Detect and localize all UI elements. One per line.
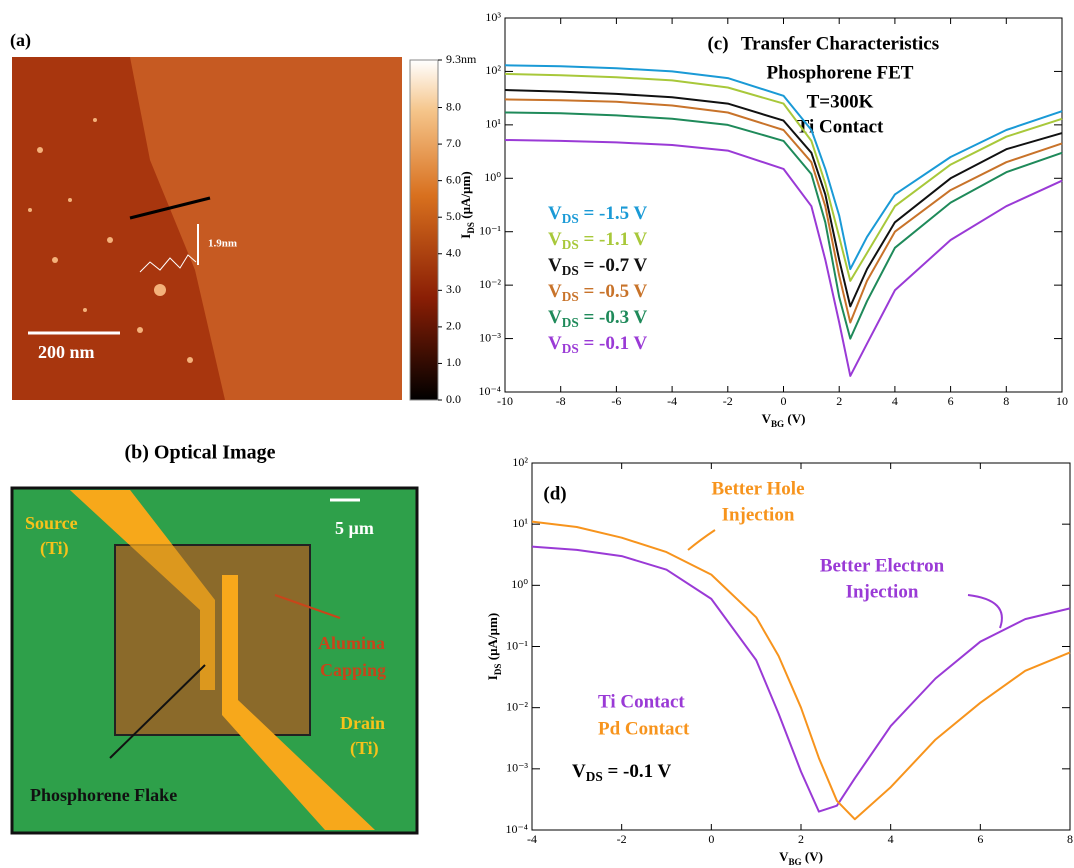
- x-tick-label: -2: [723, 394, 733, 408]
- capping-label: Capping: [320, 660, 386, 680]
- y-tick-label: 10¹: [512, 516, 528, 530]
- x-tick-label: 8: [1067, 832, 1073, 846]
- colorbar-tick-label: 0.0: [446, 392, 461, 406]
- annotation: Phosphorene FET: [767, 62, 914, 83]
- x-tick-label: -2: [617, 832, 627, 846]
- x-tick-label: -6: [611, 394, 621, 408]
- x-tick-label: 4: [892, 394, 898, 408]
- colorbar: [410, 60, 438, 400]
- x-tick-label: 8: [1003, 394, 1009, 408]
- y-tick-label: 10¹: [485, 117, 501, 131]
- scale-bar-label: 200 nm: [38, 342, 95, 362]
- source-label: Source: [25, 513, 78, 533]
- y-tick-label: 10⁻¹: [506, 638, 528, 652]
- colorbar-tick-label: 4.0: [446, 246, 461, 260]
- arrow: [968, 595, 1002, 628]
- figure: (a) 1.9nm 200 nm (b) Optical Image 5 µm …: [0, 0, 1074, 868]
- drain-label: Drain: [340, 713, 385, 733]
- legend-entry: VDS = -1.5 V: [548, 203, 648, 226]
- panel-label: (c): [707, 33, 728, 54]
- x-tick-label: -8: [556, 394, 566, 408]
- x-tick-label: -4: [667, 394, 677, 408]
- y-tick-label: 10⁻¹: [479, 223, 501, 237]
- y-tick-label: 10²: [485, 63, 501, 77]
- legend-entry: VDS = -0.5 V: [548, 281, 648, 304]
- colorbar-tick-label: 3.0: [446, 282, 461, 296]
- annotation: Transfer Characteristics: [741, 33, 939, 54]
- flake-label: Phosphorene Flake: [30, 785, 177, 805]
- x-tick-label: 2: [798, 832, 804, 846]
- x-axis-label: VBG (V): [779, 849, 823, 867]
- y-tick-label: 10⁰: [484, 170, 501, 184]
- x-tick-label: 0: [708, 832, 714, 846]
- x-tick-label: 6: [977, 832, 983, 846]
- colorbar-tick-label: 8.0: [446, 99, 461, 113]
- colorbar-tick-label: 1.0: [446, 355, 461, 369]
- source-label: (Ti): [40, 538, 69, 559]
- y-tick-label: 10⁻⁴: [478, 384, 501, 398]
- y-tick-label: 10⁻³: [479, 330, 501, 344]
- x-tick-label: 0: [781, 394, 787, 408]
- legend-entry: Pd Contact: [598, 718, 690, 739]
- colorbar-tick-label: 7.0: [446, 136, 461, 150]
- y-axis-label: IDS (µA/µm): [458, 171, 476, 238]
- y-tick-label: 10⁻⁴: [505, 822, 528, 836]
- x-axis-label: VBG (V): [762, 411, 806, 429]
- y-tick-label: 10⁻²: [479, 277, 501, 291]
- y-tick-label: 10⁰: [511, 577, 528, 591]
- legend-entry: VDS = -0.3 V: [548, 307, 648, 330]
- panel-title: (b) Optical Image: [124, 442, 275, 464]
- series-line: [505, 113, 1062, 339]
- legend-entry: VDS = -1.1 V: [548, 229, 648, 252]
- annotation: T=300K: [807, 91, 874, 112]
- y-axis-label: IDS (µA/µm): [485, 613, 503, 680]
- x-tick-label: 2: [836, 394, 842, 408]
- colorbar-tick-label: 2.0: [446, 319, 461, 333]
- legend-entry: Ti Contact: [598, 691, 685, 712]
- annotation: VDS = -0.1 V: [572, 761, 672, 784]
- drain-label: (Ti): [350, 738, 379, 759]
- colorbar-tick-label: 9.3nm: [446, 52, 477, 66]
- annotation: Better Electron: [820, 555, 945, 576]
- x-tick-label: 4: [888, 832, 894, 846]
- x-tick-label: -4: [527, 832, 537, 846]
- x-tick-label: 10: [1056, 394, 1068, 408]
- annotation: Injection: [722, 504, 795, 525]
- arrow: [688, 530, 715, 550]
- y-tick-label: 10³: [485, 10, 501, 24]
- annotation: Injection: [846, 581, 919, 602]
- step-height: 1.9nm: [208, 238, 237, 250]
- panel-label: (a): [10, 30, 31, 51]
- x-tick-label: 6: [948, 394, 954, 408]
- legend-entry: VDS = -0.1 V: [548, 333, 648, 356]
- y-tick-label: 10⁻³: [506, 761, 528, 775]
- y-tick-label: 10²: [512, 455, 528, 469]
- capping-label: Alumina: [318, 633, 385, 653]
- annotation: Better Hole: [711, 478, 804, 499]
- optical-scale-label: 5 µm: [335, 518, 374, 538]
- y-tick-label: 10⁻²: [506, 699, 528, 713]
- panel-label: (d): [543, 483, 566, 504]
- legend-entry: VDS = -0.7 V: [548, 255, 648, 278]
- page: (a) 1.9nm 200 nm (b) Optical Image 5 µm …: [0, 0, 1074, 868]
